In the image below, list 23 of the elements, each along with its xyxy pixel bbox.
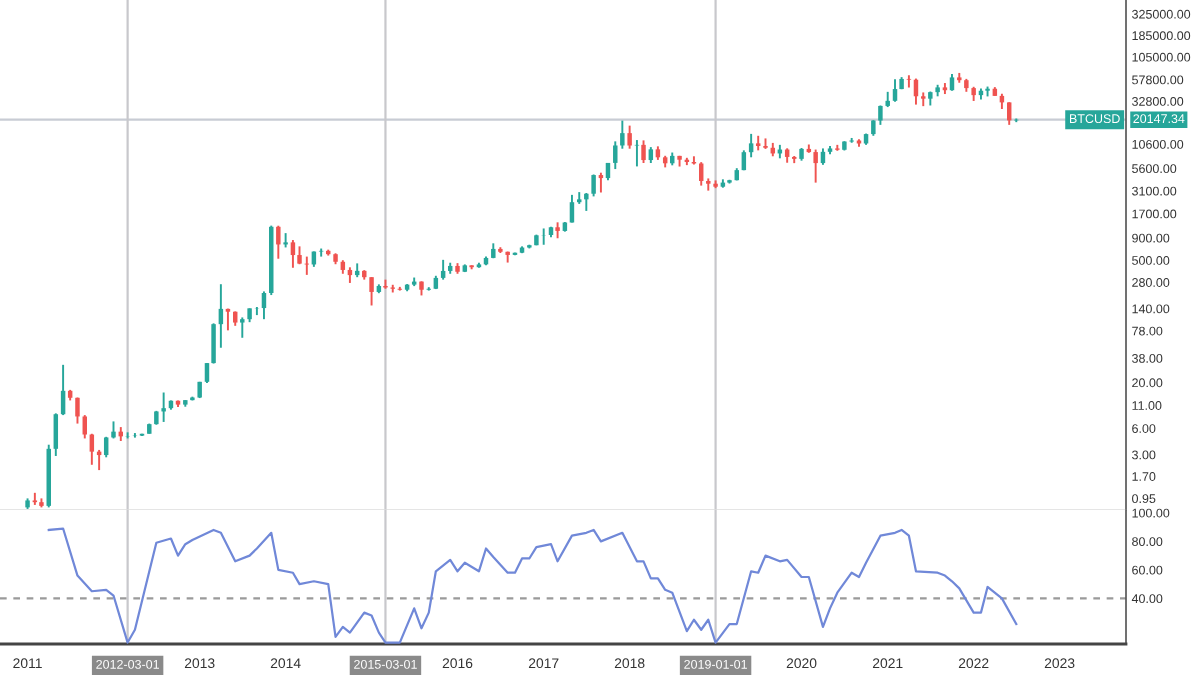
candlestick <box>440 258 446 281</box>
candlestick <box>290 239 296 269</box>
candlestick <box>906 74 912 89</box>
candlestick <box>82 414 87 440</box>
candlestick <box>161 391 166 423</box>
candlestick <box>211 322 216 365</box>
candlestick <box>569 193 575 224</box>
candlestick <box>748 132 754 159</box>
candlestick <box>878 104 883 126</box>
candlestick <box>276 224 281 260</box>
candlestick <box>240 316 245 339</box>
candlestick <box>892 78 898 103</box>
line-series <box>47 527 1018 644</box>
candlestick <box>369 276 374 307</box>
candlestick <box>641 139 646 164</box>
candlestick <box>75 396 80 425</box>
candlestick <box>591 173 596 198</box>
candlestick <box>634 139 640 168</box>
candlestick <box>698 161 704 187</box>
candlestick <box>261 290 267 321</box>
candlestick <box>813 148 818 184</box>
candlestick <box>53 412 59 457</box>
candlestick <box>627 124 632 150</box>
